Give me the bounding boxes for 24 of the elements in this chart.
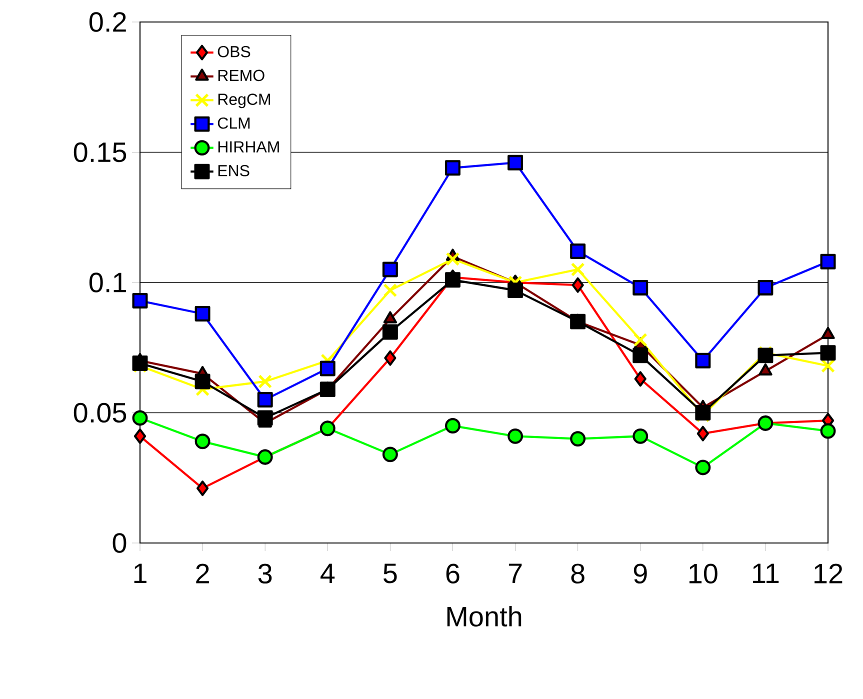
legend-label: REMO bbox=[218, 70, 264, 82]
x-tick-label: 9 bbox=[634, 564, 647, 584]
x-tick-label: 12 bbox=[814, 564, 842, 584]
x-tick-label: 7 bbox=[508, 564, 522, 583]
x-tick-label: 3 bbox=[258, 564, 272, 584]
y-tick-label: 0.1 bbox=[89, 272, 126, 292]
legend-label: OBS bbox=[218, 46, 250, 58]
legend-label: ENS bbox=[218, 164, 250, 176]
x-tick-label: 10 bbox=[689, 564, 718, 584]
y-tick-label: 0.05 bbox=[74, 402, 126, 423]
y-tick-label: 0.2 bbox=[89, 12, 126, 32]
x-tick-label: 11 bbox=[753, 564, 779, 583]
legend-label: RegCM bbox=[218, 94, 270, 108]
y-tick-label: 0.15 bbox=[74, 142, 126, 162]
x-tick-label: 2 bbox=[196, 564, 209, 584]
x-axis-title: Month bbox=[447, 606, 522, 627]
x-tick-label: 1 bbox=[134, 564, 146, 583]
x-tick-label: 4 bbox=[320, 564, 335, 583]
legend-label: CLM bbox=[218, 117, 250, 129]
x-tick-label: 6 bbox=[446, 564, 460, 584]
x-tick-label: 8 bbox=[571, 564, 584, 584]
x-tick-label: 5 bbox=[384, 564, 397, 584]
legend-label: HIRHAM bbox=[218, 141, 279, 152]
y-tick-label: 0 bbox=[112, 533, 126, 553]
